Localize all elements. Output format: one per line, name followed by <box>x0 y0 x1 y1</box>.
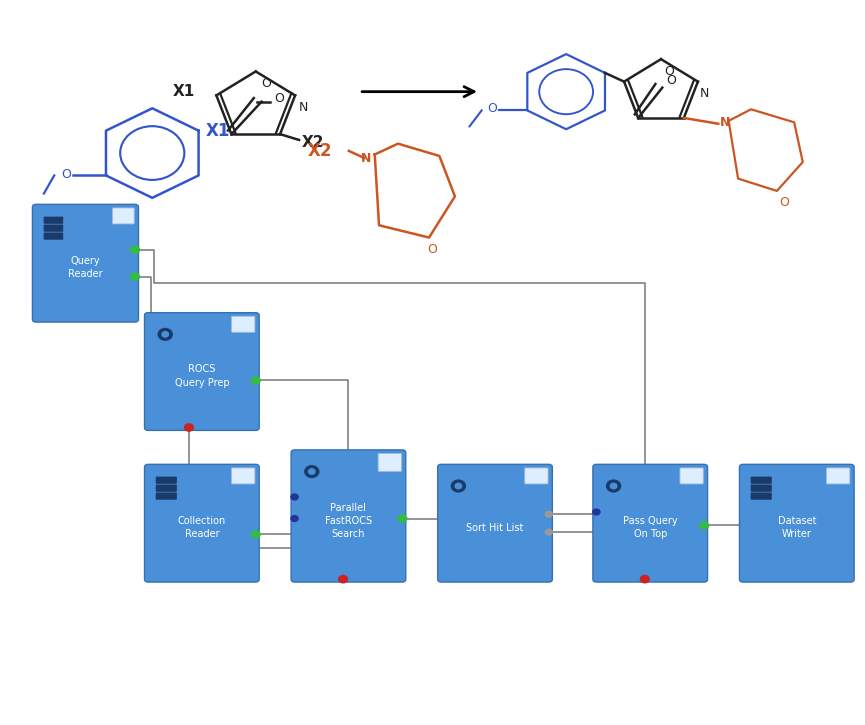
Circle shape <box>338 575 349 584</box>
FancyBboxPatch shape <box>112 208 134 224</box>
Text: ROCS
Query Prep: ROCS Query Prep <box>175 365 229 388</box>
Text: O: O <box>778 196 789 209</box>
Circle shape <box>639 575 650 584</box>
Circle shape <box>397 514 407 523</box>
Text: O: O <box>487 102 497 115</box>
Text: N: N <box>361 152 371 165</box>
FancyBboxPatch shape <box>232 468 255 484</box>
FancyBboxPatch shape <box>525 468 548 484</box>
FancyBboxPatch shape <box>43 225 63 232</box>
Circle shape <box>545 529 554 536</box>
Circle shape <box>699 521 709 530</box>
Circle shape <box>611 484 617 489</box>
Circle shape <box>291 494 298 501</box>
Circle shape <box>309 469 315 474</box>
FancyBboxPatch shape <box>751 492 772 500</box>
FancyBboxPatch shape <box>680 468 703 484</box>
Circle shape <box>545 510 554 518</box>
Circle shape <box>455 484 462 489</box>
Text: X1: X1 <box>206 122 230 140</box>
Text: Pass Query
On Top: Pass Query On Top <box>623 516 677 539</box>
FancyBboxPatch shape <box>751 484 772 492</box>
Circle shape <box>251 376 261 385</box>
FancyBboxPatch shape <box>378 454 401 471</box>
FancyBboxPatch shape <box>827 468 849 484</box>
FancyBboxPatch shape <box>43 233 63 240</box>
Text: N: N <box>700 88 709 100</box>
Text: O: O <box>274 92 285 105</box>
FancyBboxPatch shape <box>438 464 553 582</box>
Circle shape <box>158 328 172 340</box>
Circle shape <box>162 331 169 337</box>
Text: Sort Hit List: Sort Hit List <box>466 523 523 533</box>
Text: Parallel
FastROCS
Search: Parallel FastROCS Search <box>325 503 372 539</box>
Text: Dataset
Writer: Dataset Writer <box>778 516 816 539</box>
Text: O: O <box>61 167 72 181</box>
FancyBboxPatch shape <box>144 312 260 431</box>
FancyBboxPatch shape <box>32 204 138 322</box>
Text: X2: X2 <box>307 142 332 160</box>
FancyBboxPatch shape <box>740 464 854 582</box>
Circle shape <box>592 508 600 515</box>
FancyBboxPatch shape <box>751 476 772 484</box>
Circle shape <box>183 423 194 432</box>
Circle shape <box>452 480 465 492</box>
Text: X1: X1 <box>173 84 195 99</box>
FancyBboxPatch shape <box>156 492 176 500</box>
Circle shape <box>606 480 620 492</box>
FancyBboxPatch shape <box>144 464 260 582</box>
Text: X2: X2 <box>302 136 324 150</box>
Text: N: N <box>299 102 309 114</box>
FancyBboxPatch shape <box>292 450 406 582</box>
Text: O: O <box>664 65 675 78</box>
FancyBboxPatch shape <box>156 476 176 484</box>
FancyBboxPatch shape <box>156 484 176 492</box>
Circle shape <box>130 246 140 254</box>
Circle shape <box>130 273 140 281</box>
Text: N: N <box>720 116 730 129</box>
Text: O: O <box>427 243 438 256</box>
Text: Query
Reader: Query Reader <box>68 256 103 279</box>
Circle shape <box>304 465 319 478</box>
Text: O: O <box>261 78 271 90</box>
Circle shape <box>251 530 261 539</box>
Circle shape <box>291 515 298 522</box>
FancyBboxPatch shape <box>593 464 708 582</box>
FancyBboxPatch shape <box>43 217 63 224</box>
Text: Collection
Reader: Collection Reader <box>177 516 226 539</box>
FancyBboxPatch shape <box>232 316 255 332</box>
Text: O: O <box>667 74 676 87</box>
